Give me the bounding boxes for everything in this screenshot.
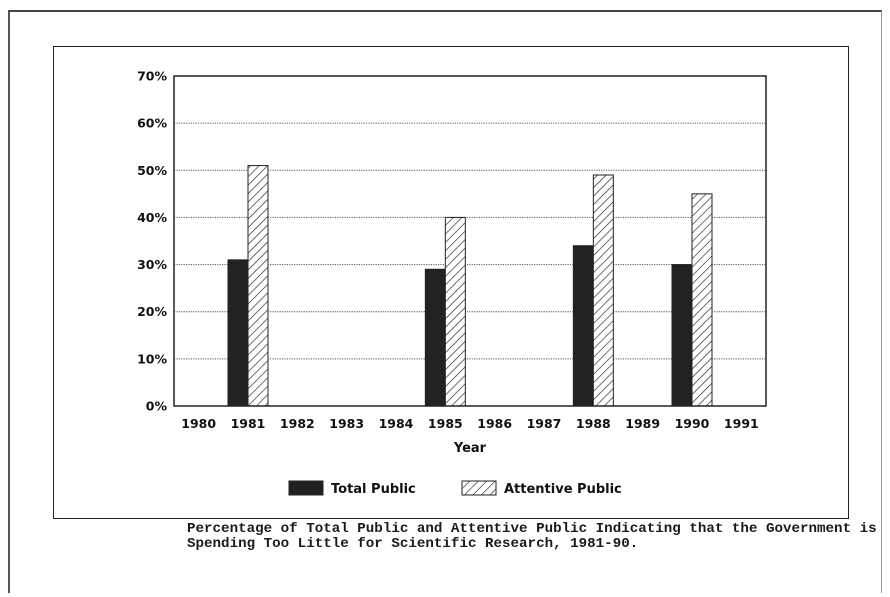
y-tick-label: 10% [137, 351, 167, 366]
y-axis-ticks: 0% 10% 20% 30% 40% 50% 60% 70% [137, 69, 167, 414]
y-tick-label: 50% [137, 163, 167, 178]
x-tick-label: 1985 [428, 416, 463, 431]
figure-caption: Percentage of Total Public and Attentive… [187, 521, 886, 552]
y-tick-label: 20% [137, 304, 167, 319]
legend-label: Total Public [331, 482, 416, 497]
x-tick-label: 1982 [280, 416, 315, 431]
bar-attentive-public [247, 165, 269, 407]
y-tick-label: 0% [146, 399, 168, 414]
bar-attentive-public [691, 193, 713, 407]
x-tick-label: 1980 [181, 416, 216, 431]
plot-area [173, 75, 767, 407]
bar-total-public [572, 245, 594, 407]
x-tick-label: 1988 [576, 416, 611, 431]
x-tick-label: 1984 [379, 416, 414, 431]
x-tick-label: 1987 [527, 416, 562, 431]
x-tick-label: 1989 [625, 416, 660, 431]
page-frame [8, 10, 882, 593]
bar-attentive-public [444, 216, 466, 407]
y-tick-label: 60% [137, 116, 167, 131]
grid-lines [174, 122, 766, 360]
bar-total-public [671, 264, 693, 407]
x-tick-label: 1981 [231, 416, 266, 431]
legend-label: Attentive Public [504, 482, 622, 497]
legend-swatch-attentive-public [461, 480, 497, 496]
x-tick-label: 1986 [477, 416, 512, 431]
y-tick-label: 30% [137, 257, 167, 272]
bars [227, 165, 713, 407]
x-tick-label: 1990 [675, 416, 710, 431]
x-tick-label: 1983 [329, 416, 364, 431]
bar-total-public [424, 268, 446, 407]
x-axis-ticks: 1980 1981 1982 1983 1984 1985 1986 1987 1988 1989… [181, 416, 758, 431]
x-tick-label: 1991 [724, 416, 759, 431]
legend-swatch-total-public [288, 480, 324, 496]
y-tick-label: 40% [137, 210, 167, 225]
bar-total-public [227, 259, 249, 407]
legend: Total Public Attentive Public [288, 480, 622, 497]
x-axis-title: Year [453, 441, 487, 456]
bar-attentive-public [592, 174, 614, 407]
y-tick-label: 70% [137, 69, 167, 84]
